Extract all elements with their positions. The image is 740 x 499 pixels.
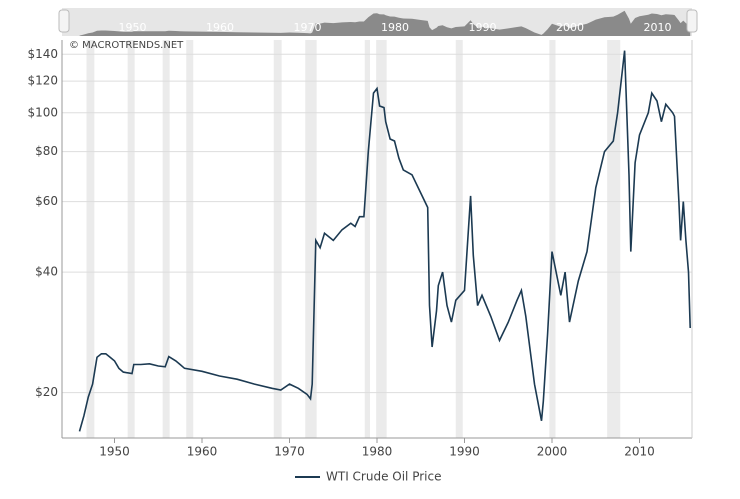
x-tick-label: 2010 bbox=[624, 445, 655, 459]
shaded-range bbox=[86, 40, 95, 438]
navigator-handle-left[interactable] bbox=[58, 9, 70, 33]
navigator[interactable]: 1950 1960 1970 1980 1990 2000 2010 bbox=[79, 10, 691, 36]
shaded-range bbox=[273, 40, 282, 438]
navigator-handle-right[interactable] bbox=[686, 9, 698, 33]
y-tick-label: $40 bbox=[35, 265, 58, 279]
y-tick-label: $100 bbox=[27, 105, 58, 119]
shaded-range bbox=[607, 40, 621, 438]
y-tick-label: $80 bbox=[35, 144, 58, 158]
y-tick-label: $120 bbox=[27, 74, 58, 88]
navigator-label: 2000 bbox=[556, 21, 584, 34]
y-tick-label: $60 bbox=[35, 194, 58, 208]
y-tick-label: $140 bbox=[27, 47, 58, 61]
x-tick-label: 1980 bbox=[362, 445, 393, 459]
shaded-range bbox=[305, 40, 317, 438]
shaded-ranges bbox=[86, 40, 621, 438]
line bbox=[78, 50, 691, 432]
x-tick-label: 2000 bbox=[537, 445, 568, 459]
shaded-range bbox=[549, 40, 556, 438]
navigator-label: 1980 bbox=[381, 21, 409, 34]
credit: © MACROTRENDS.NET bbox=[69, 40, 184, 51]
x-tick-label: 1970 bbox=[274, 445, 305, 459]
navigator-label: 1990 bbox=[469, 21, 497, 34]
navigator-label: 1950 bbox=[119, 21, 147, 34]
y-tick-label: $20 bbox=[35, 385, 58, 399]
shaded-range bbox=[376, 40, 387, 438]
legend-label[interactable]: WTI Crude Oil Price bbox=[326, 470, 441, 484]
x-tick-label: 1950 bbox=[99, 445, 130, 459]
shaded-range bbox=[127, 40, 135, 438]
shaded-range bbox=[455, 40, 463, 438]
navigator-label: 2010 bbox=[644, 21, 672, 34]
shaded-range bbox=[186, 40, 194, 438]
x-tick-label: 1990 bbox=[449, 445, 480, 459]
navigator-label: 1960 bbox=[206, 21, 234, 34]
shaded-range bbox=[162, 40, 170, 438]
plot bbox=[78, 50, 691, 432]
grid: $20 $40 $60 $80 $100 $120 $140 1950 1960 1970 1980… bbox=[27, 47, 692, 459]
shaded-range bbox=[364, 40, 370, 438]
navigator-area bbox=[79, 10, 691, 36]
x-tick-label: 1960 bbox=[187, 445, 218, 459]
navigator-label: 1970 bbox=[294, 21, 322, 34]
